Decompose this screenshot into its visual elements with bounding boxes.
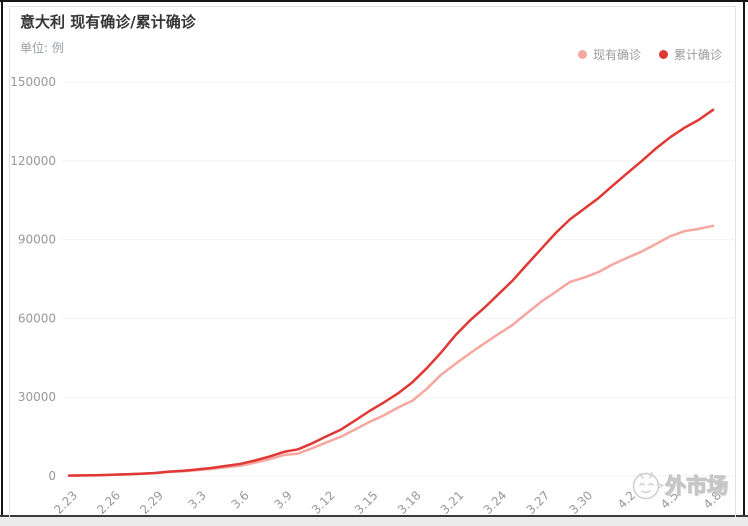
frame-top-border: [0, 0, 748, 2]
frame-bottom-border: [0, 515, 748, 517]
svg-text:3.30: 3.30: [567, 488, 596, 517]
frame-right-border: [743, 0, 745, 517]
legend-dot-current-icon: [577, 50, 587, 59]
svg-text:3.15: 3.15: [352, 488, 381, 517]
svg-text:3.24: 3.24: [481, 488, 510, 517]
svg-text:3.9: 3.9: [271, 488, 294, 511]
legend-label-cumulative: 累计确诊: [673, 48, 722, 62]
svg-text:30000: 30000: [18, 390, 56, 404]
legend: 现有确诊 累计确诊: [577, 46, 722, 63]
svg-text:3.27: 3.27: [524, 488, 553, 517]
svg-text:2.29: 2.29: [137, 488, 166, 517]
bottom-strip: [0, 517, 748, 526]
watermark: 外市场: [630, 467, 729, 503]
legend-dot-cumulative-icon: [658, 50, 668, 59]
svg-text:150000: 150000: [10, 75, 56, 89]
legend-item-current-confirmed[interactable]: 现有确诊: [577, 46, 641, 63]
svg-text:3.12: 3.12: [309, 488, 338, 517]
svg-text:90000: 90000: [18, 233, 56, 247]
svg-text:3.6: 3.6: [228, 488, 251, 511]
svg-text:120000: 120000: [10, 154, 56, 168]
legend-label-current: 现有确诊: [592, 48, 641, 62]
svg-text:3.18: 3.18: [395, 488, 424, 517]
bird-mascot-icon: [632, 472, 664, 500]
svg-text:3.3: 3.3: [186, 488, 209, 511]
svg-text:60000: 60000: [18, 311, 56, 325]
svg-text:2.26: 2.26: [94, 488, 123, 517]
unit-label: 单位: 例: [20, 41, 64, 55]
svg-text:3.21: 3.21: [438, 488, 467, 517]
svg-text:0: 0: [48, 469, 56, 483]
chart-title: 意大利 现有确诊/累计确诊: [20, 13, 196, 31]
legend-item-cumulative-confirmed[interactable]: 累计确诊: [658, 46, 722, 63]
watermark-text: 外市场: [665, 474, 729, 499]
frame-left-border: [1, 0, 3, 517]
svg-text:2.23: 2.23: [51, 488, 80, 517]
